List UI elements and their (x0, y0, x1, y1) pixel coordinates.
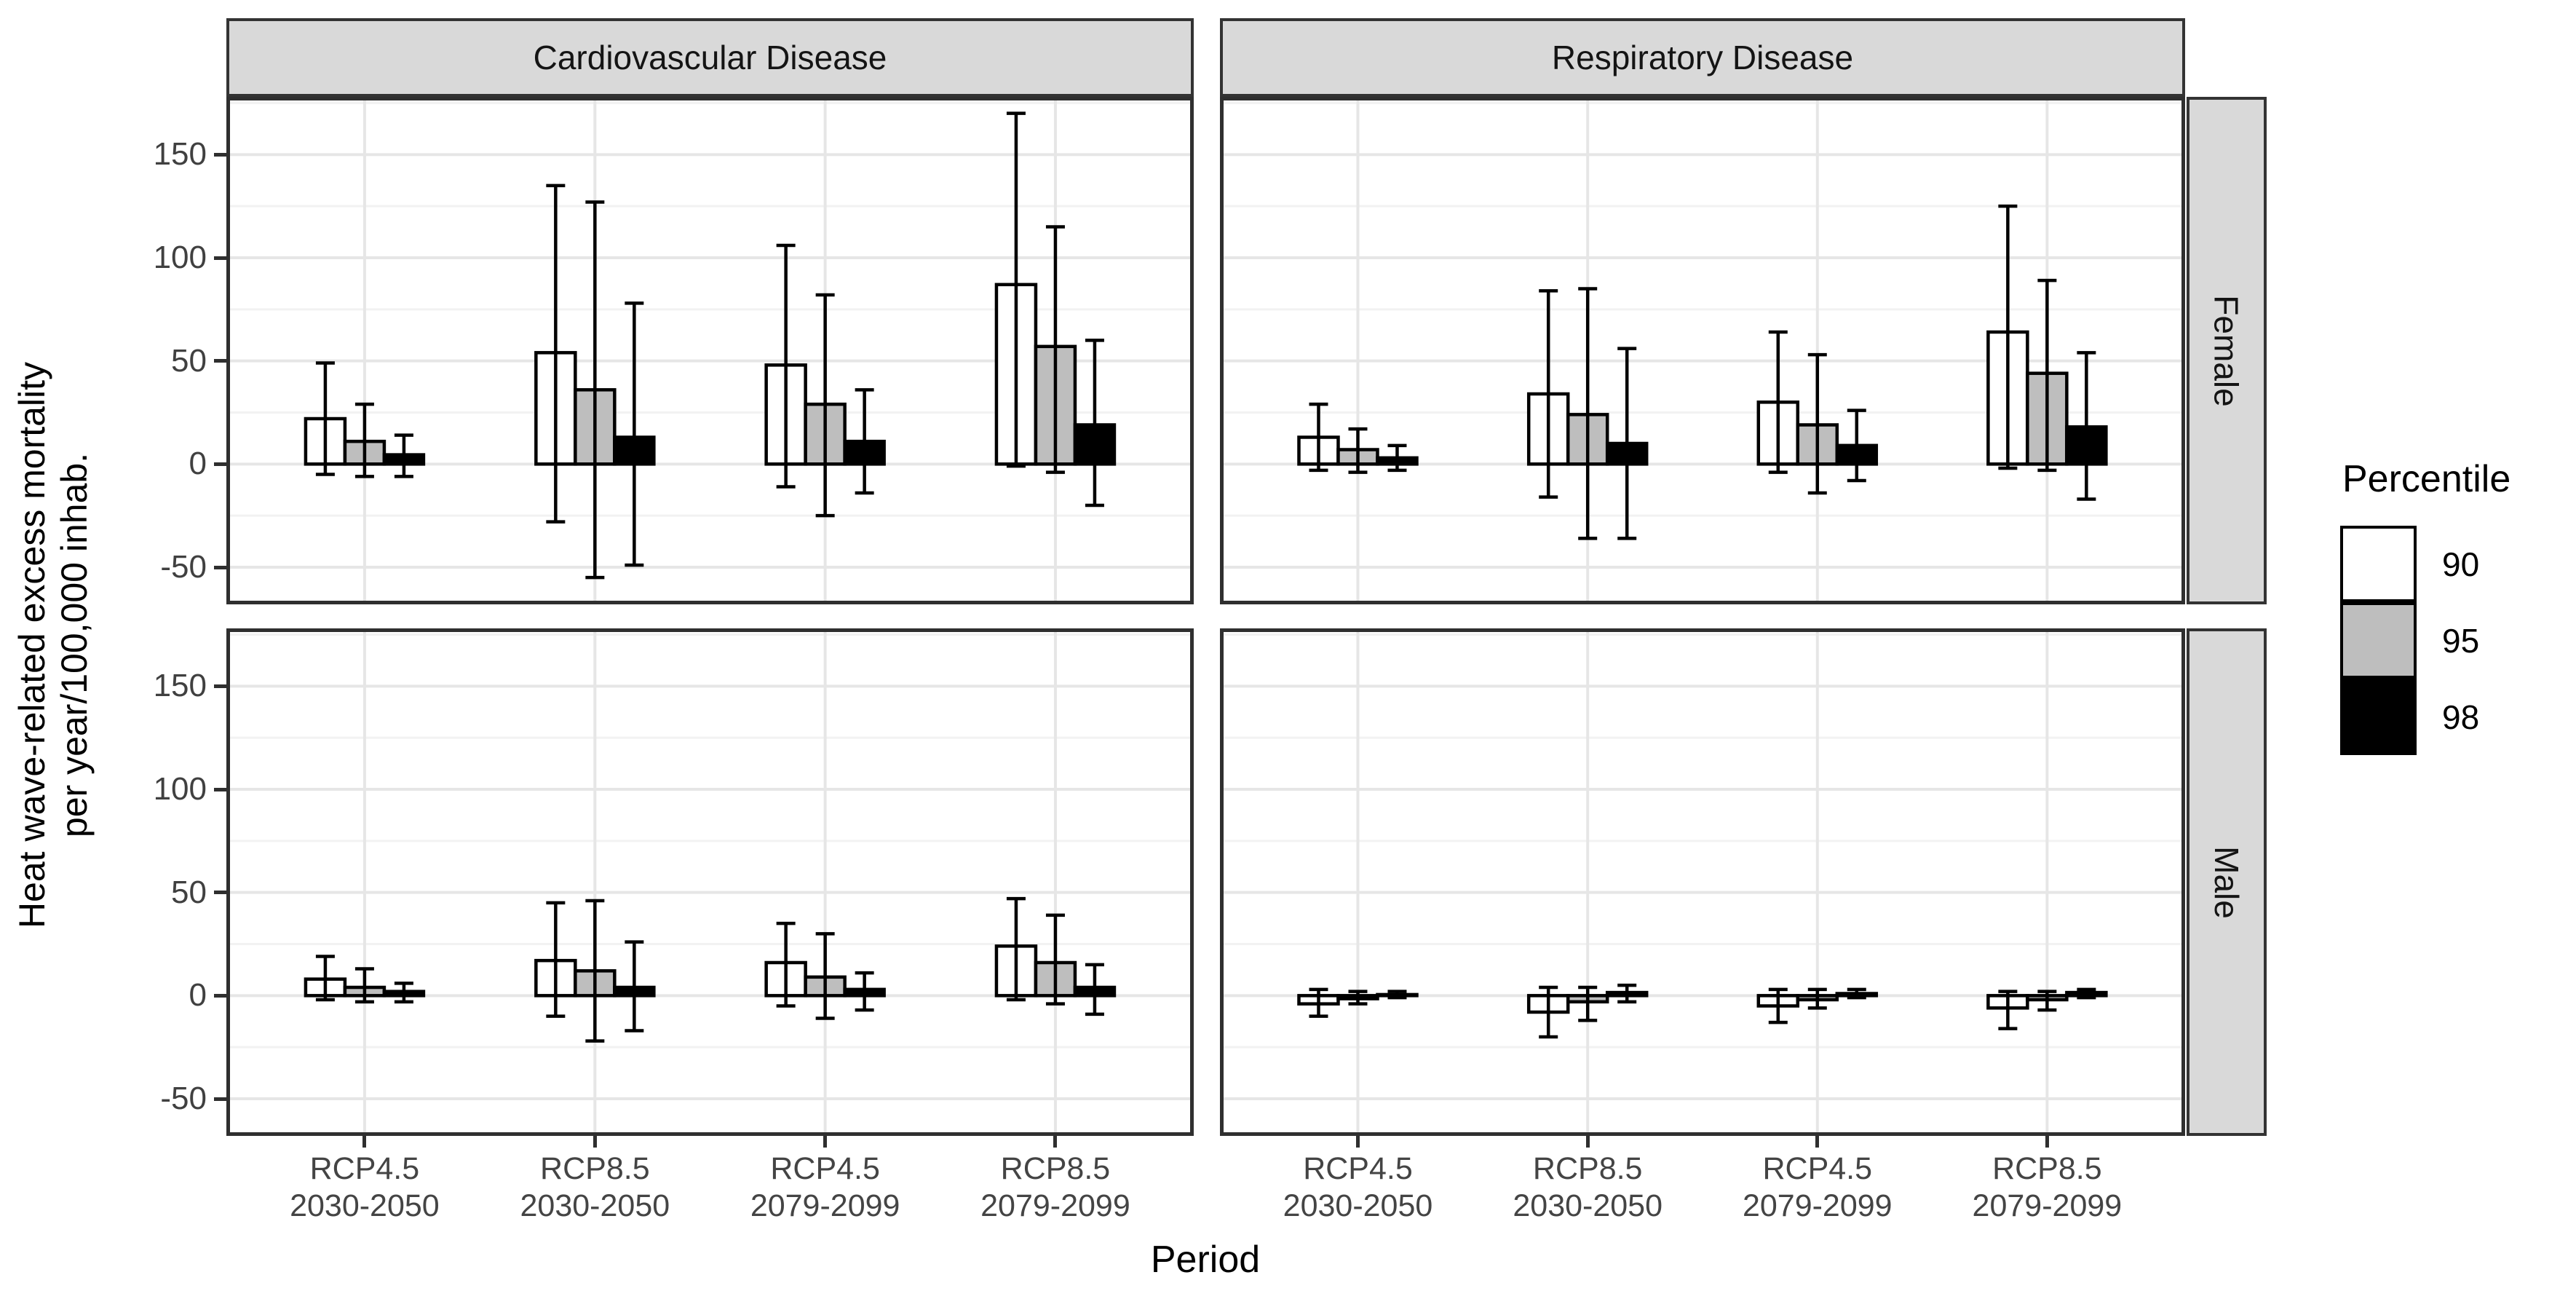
y-tick-mark (214, 359, 226, 363)
y-tick-mark (214, 152, 226, 157)
x-tick-label: RCP4.5 2030-2050 (290, 1151, 440, 1223)
facet-strip-respiratory: Respiratory Disease (1220, 18, 2185, 97)
facet-strip-cardiovascular-label: Cardiovascular Disease (533, 39, 887, 76)
y-tick-label: 150 (153, 136, 207, 173)
y-tick-label: -50 (160, 1081, 207, 1116)
x-tick-label: RCP8.5 2079-2099 (980, 1151, 1130, 1223)
y-tick-mark (214, 993, 226, 998)
legend-key-95 (2340, 602, 2417, 679)
y-tick-mark (214, 256, 226, 260)
panel-background (226, 628, 1194, 1136)
legend-label-98: 98 (2442, 698, 2480, 736)
y-tick-mark (214, 1097, 226, 1101)
x-tick-label: RCP8.5 2079-2099 (1972, 1151, 2123, 1223)
facet-strip-respiratory-label: Respiratory Disease (1551, 39, 1854, 76)
x-tick-mark (1053, 1136, 1058, 1148)
facet-strip-cardiovascular: Cardiovascular Disease (226, 18, 1194, 97)
legend-key-90 (2340, 526, 2417, 602)
x-tick-mark (1585, 1136, 1590, 1148)
y-tick-label: 100 (153, 771, 207, 807)
x-tick-label: RCP8.5 2030-2050 (520, 1151, 670, 1223)
panel-border (226, 628, 1194, 1136)
x-tick-mark (362, 1136, 367, 1148)
legend-title: Percentile (2342, 458, 2511, 500)
y-tick-label: 100 (153, 240, 207, 275)
y-tick-label: 0 (189, 446, 207, 482)
x-tick-mark (823, 1136, 828, 1148)
legend-label-90: 90 (2442, 545, 2480, 583)
facet-strip-female: Female (2187, 97, 2267, 604)
y-tick-label: -50 (160, 549, 207, 585)
x-tick-label: RCP4.5 2079-2099 (750, 1151, 900, 1223)
x-tick-mark (1815, 1136, 1820, 1148)
y-tick-mark (214, 565, 226, 569)
x-tick-label: RCP8.5 2030-2050 (1513, 1151, 1663, 1223)
panel-cardiovascular-male (226, 628, 1194, 1136)
y-tick-label: 150 (153, 668, 207, 704)
panel-respiratory-female (1220, 97, 2185, 604)
x-tick-label: RCP4.5 2079-2099 (1742, 1151, 1893, 1223)
x-axis-title: Period (1150, 1239, 1261, 1281)
y-tick-label: 0 (189, 977, 207, 1014)
legend-label-95: 95 (2442, 621, 2480, 660)
x-tick-mark (1355, 1136, 1360, 1148)
panel-border (226, 97, 1194, 604)
panel-background (1220, 628, 2185, 1136)
panel-cardiovascular-female (226, 97, 1194, 604)
facet-strip-male: Male (2187, 628, 2267, 1136)
y-tick-mark (214, 787, 226, 791)
y-tick-mark (214, 684, 226, 688)
panel-respiratory-male (1220, 628, 2185, 1136)
x-tick-label: RCP4.5 2030-2050 (1283, 1151, 1433, 1223)
y-tick-mark (214, 462, 226, 466)
x-tick-mark (2045, 1136, 2049, 1148)
y-tick-label: 50 (171, 342, 207, 379)
y-tick-mark (214, 891, 226, 895)
legend-key-98 (2340, 679, 2417, 755)
x-tick-mark (593, 1136, 597, 1148)
panel-background (1220, 97, 2185, 604)
panel-border (1220, 97, 2185, 604)
facet-strip-female-label: Female (2208, 294, 2246, 407)
panel-border (1220, 628, 2185, 1136)
facet-strip-male-label: Male (2208, 845, 2246, 919)
y-tick-label: 50 (171, 874, 207, 910)
